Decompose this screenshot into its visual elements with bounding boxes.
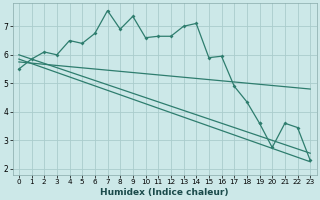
X-axis label: Humidex (Indice chaleur): Humidex (Indice chaleur) [100,188,229,197]
